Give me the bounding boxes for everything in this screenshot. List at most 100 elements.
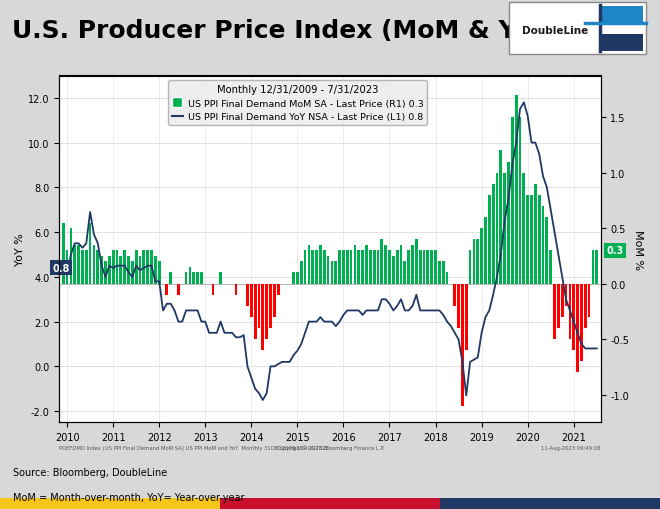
Bar <box>319 245 322 284</box>
Bar <box>189 267 191 284</box>
Bar <box>308 245 310 284</box>
Bar <box>123 251 126 284</box>
Bar <box>542 207 544 284</box>
Bar <box>143 251 145 284</box>
Bar <box>438 262 441 284</box>
Bar <box>358 251 360 284</box>
Bar <box>192 273 195 284</box>
Bar <box>415 240 418 284</box>
Bar <box>384 245 387 284</box>
Bar <box>440 492 660 509</box>
Bar <box>212 284 215 295</box>
Bar <box>292 273 295 284</box>
Bar <box>254 284 257 340</box>
Bar <box>511 118 513 284</box>
Bar <box>565 284 568 306</box>
Bar <box>296 273 299 284</box>
Bar <box>246 284 249 306</box>
Bar <box>257 284 261 328</box>
Bar <box>580 284 583 361</box>
FancyBboxPatch shape <box>602 7 643 23</box>
Bar <box>380 240 383 284</box>
Bar <box>434 251 437 284</box>
Bar <box>465 284 468 351</box>
Bar <box>177 284 180 295</box>
Bar <box>538 195 541 284</box>
Bar <box>166 284 168 295</box>
Bar <box>273 284 276 317</box>
Bar <box>312 251 314 284</box>
Bar <box>147 251 149 284</box>
Bar <box>480 229 483 284</box>
Text: PDEFDMD Index (US PPI Final Demand MoM SA) US PPI MoM and YoY  Monthly 31DEC2009: PDEFDMD Index (US PPI Final Demand MoM S… <box>59 445 329 450</box>
Bar <box>185 273 187 284</box>
Bar <box>365 245 368 284</box>
Bar <box>388 251 391 284</box>
Bar <box>549 251 552 284</box>
Bar <box>219 273 222 284</box>
Bar <box>377 251 379 284</box>
Bar <box>315 251 318 284</box>
Bar <box>500 151 502 284</box>
Bar <box>265 284 268 340</box>
Bar <box>419 251 422 284</box>
Bar <box>335 262 337 284</box>
Bar <box>403 262 406 284</box>
Bar <box>591 251 594 284</box>
Text: Copyright© 2023 Bloomberg Finance L.P.: Copyright© 2023 Bloomberg Finance L.P. <box>276 445 384 450</box>
Bar <box>119 257 122 284</box>
Text: MoM = Month-over-month, YoY= Year-over-year: MoM = Month-over-month, YoY= Year-over-y… <box>13 492 245 502</box>
Text: DoubleLine: DoubleLine <box>521 25 588 36</box>
Bar <box>81 251 84 284</box>
Bar <box>553 284 556 340</box>
Bar <box>545 217 548 284</box>
Bar <box>350 251 352 284</box>
Bar <box>488 195 490 284</box>
Bar <box>158 262 160 284</box>
Bar <box>430 251 433 284</box>
Bar <box>131 262 134 284</box>
Bar <box>461 284 464 406</box>
Bar <box>557 284 560 328</box>
FancyBboxPatch shape <box>510 3 645 55</box>
Bar <box>66 251 69 284</box>
Bar <box>469 251 471 284</box>
Bar <box>407 251 410 284</box>
Bar <box>496 173 498 284</box>
Bar <box>250 284 253 317</box>
Bar <box>477 240 479 284</box>
Bar <box>96 251 99 284</box>
Bar <box>576 284 579 373</box>
Bar <box>150 251 153 284</box>
Bar <box>361 251 364 284</box>
FancyBboxPatch shape <box>602 36 643 52</box>
Bar <box>442 262 445 284</box>
Bar <box>304 251 306 284</box>
Bar <box>154 257 156 284</box>
Bar <box>446 273 448 284</box>
Y-axis label: YoY %: YoY % <box>15 233 25 266</box>
Bar <box>234 284 238 295</box>
Bar <box>170 273 172 284</box>
Text: 0.3: 0.3 <box>606 246 624 256</box>
Bar <box>69 229 73 284</box>
Bar <box>338 251 341 284</box>
Bar <box>587 284 591 317</box>
Bar <box>73 245 76 284</box>
Bar <box>104 262 107 284</box>
Bar <box>261 284 264 351</box>
Bar <box>0 492 220 509</box>
Bar <box>534 184 537 284</box>
Text: 0.8: 0.8 <box>53 263 70 273</box>
Bar <box>196 273 199 284</box>
Bar <box>568 284 572 340</box>
Bar <box>327 257 329 284</box>
Bar <box>269 284 272 328</box>
Bar <box>399 245 403 284</box>
Bar <box>331 262 333 284</box>
Bar <box>108 257 111 284</box>
Bar <box>373 251 376 284</box>
Bar <box>220 492 440 509</box>
Bar <box>411 245 414 284</box>
Text: U.S. Producer Price Index (MoM & YoY): U.S. Producer Price Index (MoM & YoY) <box>13 18 562 43</box>
